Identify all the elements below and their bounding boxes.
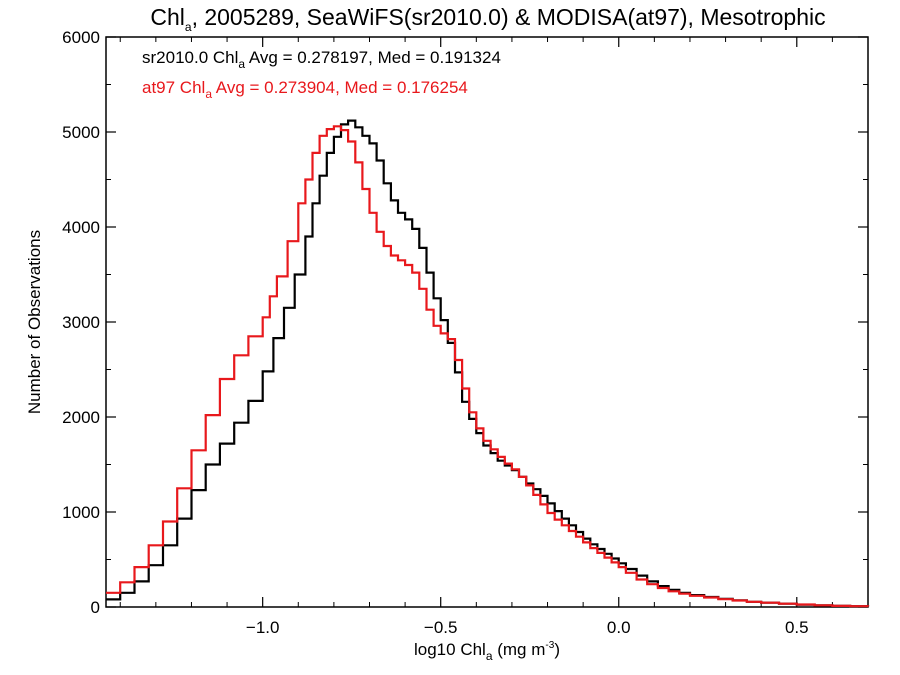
axis-ticks [106, 36, 869, 608]
chart-title: Chla, 2005289, SeaWiFS(sr2010.0) & MODIS… [150, 4, 825, 34]
series-line-at97 [106, 125, 870, 608]
x-tick-label: −0.5 [424, 618, 458, 637]
y-tick-label: 1000 [62, 503, 100, 522]
y-tick-label: 2000 [62, 408, 100, 427]
x-tick-labels: −1.0 −0.5 0.0 0.5 [246, 618, 809, 637]
y-tick-label: 0 [91, 598, 100, 617]
y-tick-label: 3000 [62, 313, 100, 332]
y-axis-label: Number of Observations [25, 230, 44, 414]
y-tick-label: 4000 [62, 218, 100, 237]
stats-label-at97: at97 Chla Avg = 0.273904, Med = 0.176254 [142, 78, 468, 101]
plot-frame [105, 36, 869, 608]
series-layer [106, 119, 870, 608]
x-axis-label: log10 Chla (mg m-3) [414, 640, 560, 663]
x-tick-label: 0.0 [607, 618, 631, 637]
y-tick-label: 6000 [62, 28, 100, 47]
x-tick-label: −1.0 [246, 618, 280, 637]
plot-area [105, 36, 870, 608]
y-tick-labels: 0 1000 2000 3000 4000 5000 6000 [62, 28, 100, 617]
stats-label-sr2010: sr2010.0 Chla Avg = 0.278197, Med = 0.19… [142, 48, 501, 71]
series-line-sr2010-0 [106, 119, 870, 608]
y-tick-label: 5000 [62, 123, 100, 142]
x-tick-label: 0.5 [785, 618, 809, 637]
